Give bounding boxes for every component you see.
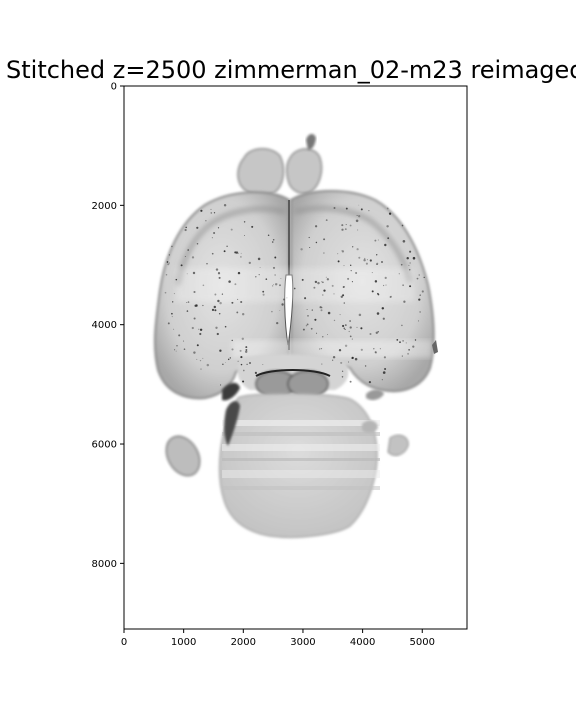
y-tick-label: 0 <box>111 82 117 93</box>
x-tick-label: 3000 <box>290 637 315 648</box>
x-tick-label: 2000 <box>231 637 256 648</box>
y-tick-label: 2000 <box>92 201 117 212</box>
y-tick-label: 4000 <box>92 320 117 331</box>
y-tick-label: 6000 <box>92 440 117 451</box>
x-tick-label: 1000 <box>171 637 196 648</box>
x-tick-label: 5000 <box>410 637 435 648</box>
y-axis: 0 2000 4000 6000 8000 <box>92 82 124 570</box>
x-tick-label: 0 <box>121 637 127 648</box>
y-tick-label: 8000 <box>92 559 117 570</box>
x-tick-label: 4000 <box>350 637 375 648</box>
x-axis: 0 1000 2000 3000 4000 5000 <box>121 629 435 648</box>
figure-title: Stitched z=2500 zimmerman_02-m23 reimage… <box>6 56 576 84</box>
brain-section-image <box>153 134 438 539</box>
